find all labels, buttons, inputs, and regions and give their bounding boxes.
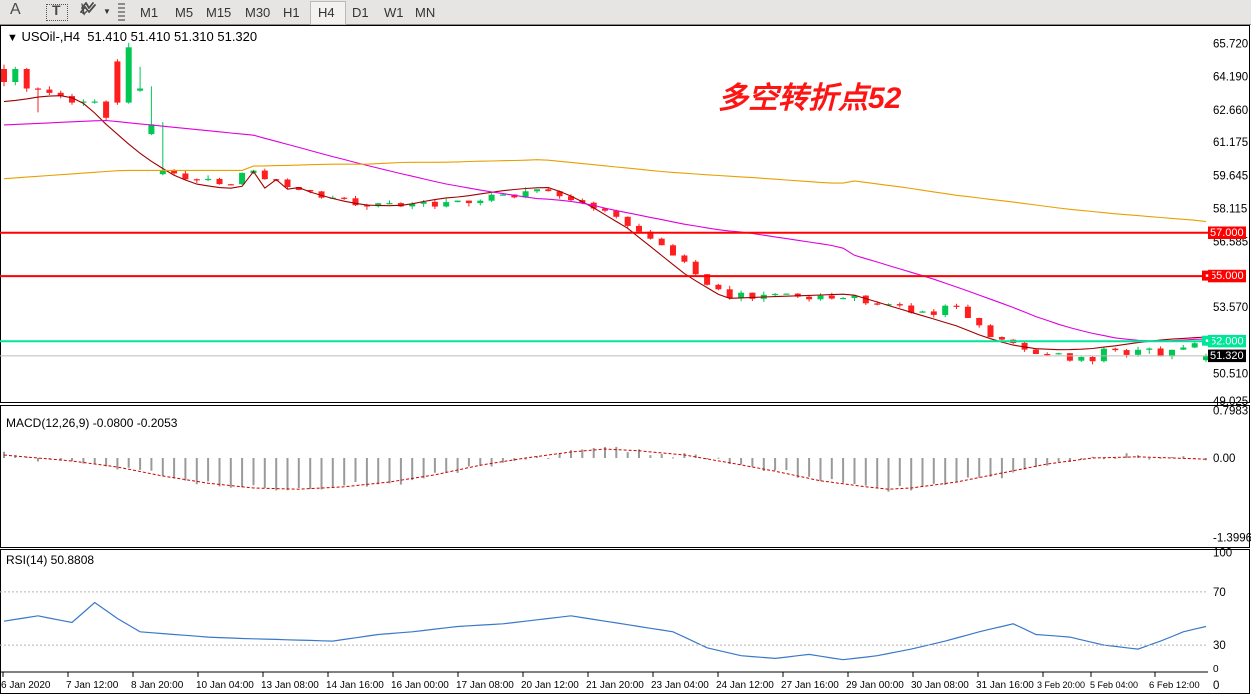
svg-text:-1.3996: -1.3996 (1213, 533, 1251, 545)
svg-text:7 Jan 12:00: 7 Jan 12:00 (66, 680, 119, 691)
svg-text:23 Jan 04:00: 23 Jan 04:00 (651, 680, 709, 691)
svg-text:6 Jan 2020: 6 Jan 2020 (1, 680, 51, 691)
svg-text:5 Feb 04:00: 5 Feb 04:00 (1090, 680, 1138, 690)
svg-text:27 Jan 16:00: 27 Jan 16:00 (781, 680, 839, 691)
svg-text:14 Jan 16:00: 14 Jan 16:00 (326, 680, 384, 691)
svg-text:29 Jan 00:00: 29 Jan 00:00 (846, 680, 904, 691)
svg-text:6 Feb 12:00: 6 Feb 12:00 (1149, 680, 1200, 691)
svg-text:24 Jan 12:00: 24 Jan 12:00 (716, 680, 774, 691)
svg-text:50.510: 50.510 (1213, 368, 1248, 380)
svg-text:30: 30 (1213, 640, 1226, 652)
svg-text:31 Jan 16:00: 31 Jan 16:00 (976, 680, 1034, 691)
svg-text:3 Feb 20:00: 3 Feb 20:00 (1037, 680, 1085, 690)
svg-text:52.000: 52.000 (1210, 335, 1244, 347)
svg-text:64.190: 64.190 (1213, 72, 1248, 84)
svg-text:51.320: 51.320 (1210, 350, 1244, 362)
svg-text:100: 100 (1213, 548, 1232, 560)
svg-text:57.000: 57.000 (1210, 227, 1244, 239)
svg-text:62.660: 62.660 (1213, 105, 1248, 117)
svg-text:0: 0 (1213, 664, 1219, 675)
svg-text:58.115: 58.115 (1213, 204, 1247, 216)
svg-text:0.00: 0.00 (1213, 453, 1235, 465)
svg-text:53.570: 53.570 (1213, 302, 1248, 314)
svg-text:30 Jan 08:00: 30 Jan 08:00 (911, 680, 969, 691)
svg-text:70: 70 (1213, 587, 1226, 599)
svg-text:13 Jan 08:00: 13 Jan 08:00 (261, 680, 319, 691)
svg-text:17 Jan 08:00: 17 Jan 08:00 (456, 680, 514, 691)
svg-text:55.000: 55.000 (1210, 270, 1244, 282)
svg-text:10 Jan 04:00: 10 Jan 04:00 (196, 680, 254, 691)
svg-text:20 Jan 12:00: 20 Jan 12:00 (521, 680, 579, 691)
svg-text:65.720: 65.720 (1213, 39, 1248, 51)
svg-text:8 Jan 20:00: 8 Jan 20:00 (131, 680, 184, 691)
svg-text:0.7983: 0.7983 (1213, 406, 1248, 418)
svg-text:59.645: 59.645 (1213, 170, 1248, 182)
svg-text:61.175: 61.175 (1213, 137, 1248, 149)
svg-text:0: 0 (1213, 680, 1219, 692)
svg-text:21 Jan 20:00: 21 Jan 20:00 (586, 680, 644, 691)
svg-text:16 Jan 00:00: 16 Jan 00:00 (391, 680, 449, 691)
